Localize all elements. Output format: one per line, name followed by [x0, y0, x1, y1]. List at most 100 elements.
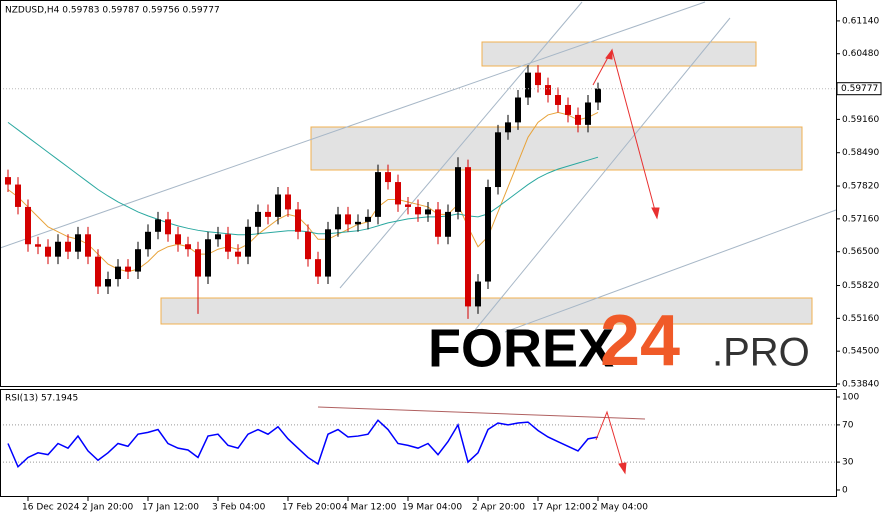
y-tick-label: 70: [842, 420, 854, 430]
moving-average: [7, 111, 599, 273]
y-tick-label: 0.58490: [842, 148, 879, 158]
candle-body: [325, 229, 331, 277]
trend-line: [0, 1, 706, 249]
x-tick-label: 19 Mar 04:00: [402, 503, 462, 513]
candle-body: [365, 216, 371, 222]
candle-body: [425, 209, 431, 215]
x-tick-label: 16 Dec 2024: [22, 503, 80, 513]
x-tick-label: 17 Apr 12:00: [532, 503, 591, 513]
x-tick-label: 4 Mar 12:00: [342, 503, 397, 513]
candle-body: [585, 102, 591, 125]
candle-body: [555, 95, 561, 105]
candle-body: [205, 239, 211, 277]
candle-body: [305, 231, 311, 260]
candle-body: [55, 241, 61, 257]
candle-body: [355, 221, 361, 225]
candle-body: [245, 226, 251, 257]
candle-body: [315, 259, 321, 277]
middle-zone: [310, 126, 803, 171]
candle-body: [575, 114, 581, 125]
y-tick-label: 0.55160: [842, 314, 879, 324]
x-tick-label: 2 May 04:00: [592, 503, 648, 513]
chart-title: NZDUSD,H4 0.59783 0.59787 0.59756 0.5977…: [5, 6, 220, 16]
watermark: FOREX 24 .PRO: [428, 301, 810, 381]
trend-lines: [0, 1, 837, 333]
candle-body: [335, 214, 341, 230]
candle-body: [485, 187, 491, 282]
candle-body: [385, 172, 391, 183]
candle-body: [295, 209, 301, 232]
x-tick-label: 2 Apr 20:00: [472, 503, 525, 513]
watermark-24: 24: [600, 301, 680, 381]
trend-line: [474, 17, 731, 331]
candle-body: [145, 231, 151, 250]
candle-body: [5, 177, 11, 185]
x-tick-label: 17 Jan 12:00: [142, 503, 199, 513]
candle-body: [375, 172, 381, 217]
candle-body: [465, 167, 471, 307]
candle-body: [515, 97, 521, 123]
candle-body: [45, 246, 51, 257]
price-zones: [160, 41, 813, 325]
candle-body: [545, 85, 551, 96]
candle-body: [475, 281, 481, 307]
x-tick-label: 2 Jan 20:00: [82, 503, 134, 513]
candle-body: [535, 72, 541, 86]
candle-body: [525, 72, 531, 98]
y-tick-label: 0.61140: [842, 16, 879, 26]
candle-body: [65, 241, 71, 252]
candle-body: [445, 211, 451, 237]
y-tick-label: 0.59160: [842, 115, 879, 125]
trend-line: [339, 1, 583, 289]
candle-body: [195, 249, 201, 277]
candle-body: [255, 211, 261, 227]
y-tick-label: 0.57820: [842, 182, 879, 192]
candle-body: [25, 206, 31, 245]
candle-body: [165, 219, 171, 235]
support-zone: [160, 297, 813, 325]
x-tick-label: 17 Feb 20:00: [282, 503, 341, 513]
candle-body: [265, 211, 271, 217]
y-tick-label: 0.55820: [842, 281, 879, 291]
candle-body: [495, 132, 501, 188]
candle-body: [75, 234, 81, 252]
candle-body: [235, 251, 241, 257]
candle-body: [435, 209, 441, 237]
candle-body: [275, 194, 281, 217]
price-frame: [0, 0, 837, 387]
y-tick-label: 0.54500: [842, 347, 879, 357]
candle-body: [185, 244, 191, 250]
candle-body: [225, 234, 231, 252]
candle-body: [215, 234, 221, 240]
y-tick-label: 100: [842, 393, 859, 403]
candle-body: [415, 206, 421, 215]
candle-body: [395, 182, 401, 205]
arrow-head: [618, 462, 627, 475]
forecast-arrows: [317, 48, 660, 475]
arrow-head: [651, 207, 660, 220]
y-tick-label: 0.56500: [842, 247, 879, 257]
candle-body: [105, 279, 111, 287]
y-tick-label: 0.60480: [842, 49, 879, 59]
y-tick-label: 30: [842, 458, 854, 468]
candle-body: [505, 122, 511, 133]
resistance-zone: [481, 41, 757, 67]
arrow-head: [605, 48, 613, 60]
watermark-forex: FOREX: [428, 318, 614, 378]
x-tick-label: 3 Feb 04:00: [212, 503, 266, 513]
candle-body: [125, 266, 131, 272]
candle-body: [455, 167, 461, 212]
candle-body: [35, 244, 41, 247]
candle-body: [135, 249, 141, 272]
candle-body: [565, 104, 571, 115]
last-price-label: 0.59777: [841, 84, 878, 94]
candle-body: [15, 184, 21, 207]
candle-body: [405, 204, 411, 207]
rsi-frame: [0, 389, 837, 497]
y-tick-label: 0.53840: [842, 380, 879, 390]
candle-body: [115, 266, 121, 280]
moving-average: [7, 121, 599, 236]
watermark-pro: .PRO: [712, 331, 810, 375]
rsi-forecast-arrow: [595, 410, 626, 474]
